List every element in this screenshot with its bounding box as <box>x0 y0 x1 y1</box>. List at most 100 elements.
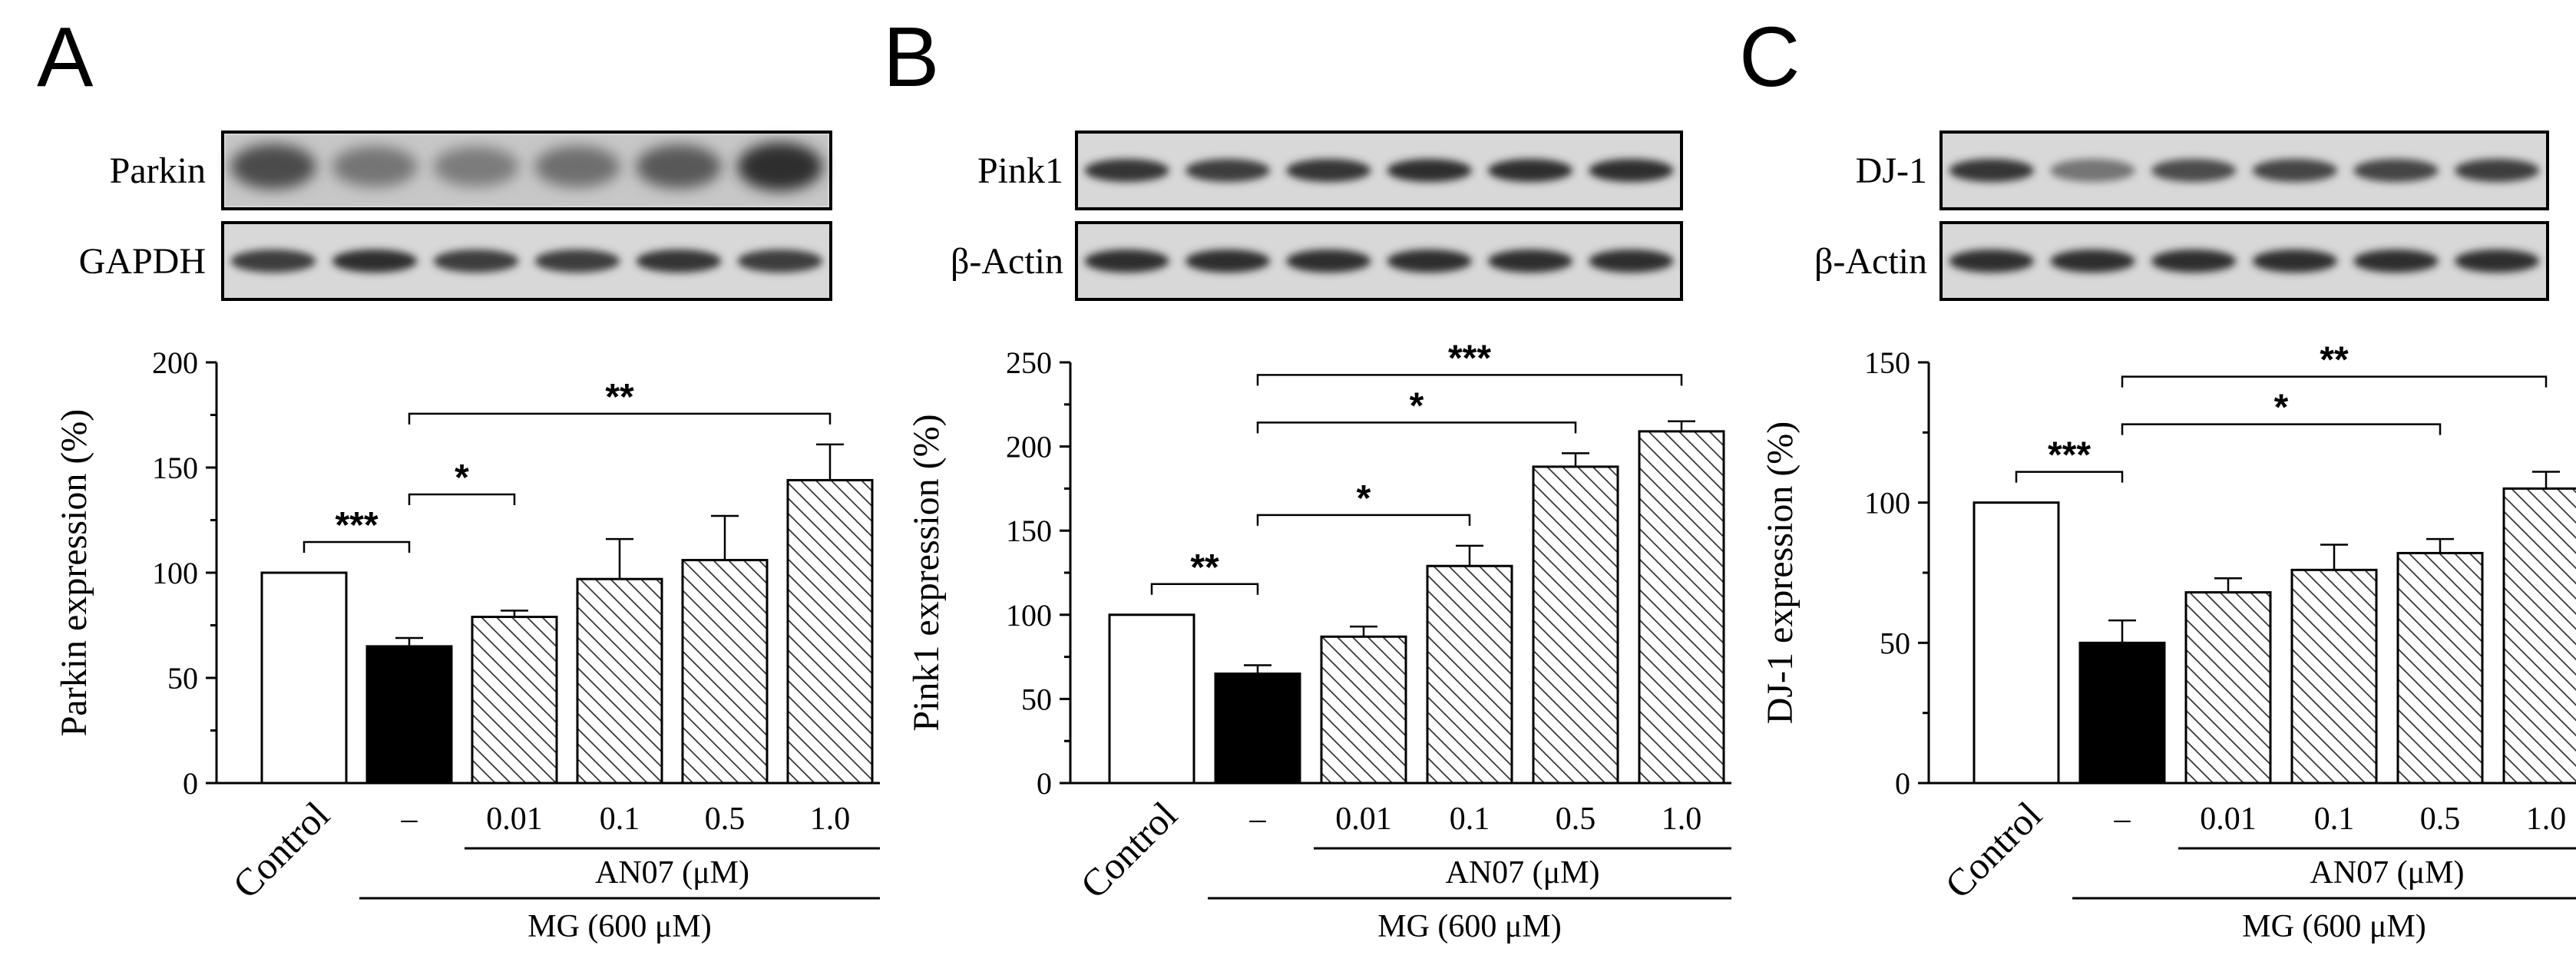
blot-band <box>1949 250 2035 273</box>
bar-1 <box>1214 673 1301 785</box>
significance-label: ** <box>1190 547 1219 588</box>
significance-bracket <box>1150 583 1259 595</box>
blot-band <box>737 250 823 273</box>
blot-band <box>1487 159 1573 182</box>
significance-bracket <box>408 412 832 425</box>
x-tick-label: 0.5 <box>2420 801 2461 837</box>
significance-label: *** <box>1448 338 1491 378</box>
significance-label: * <box>455 458 469 498</box>
blot-band <box>1286 250 1371 273</box>
blot-frame <box>1939 221 2549 301</box>
blot-band <box>1487 250 1573 273</box>
significance-label: ** <box>2320 340 2349 381</box>
blot-band <box>2050 159 2135 182</box>
significance-label: *** <box>2048 435 2091 476</box>
blot-band <box>1949 159 2035 182</box>
y-axis: 0 50 100 150 200 <box>152 345 218 801</box>
blot-label: β-Actin <box>1814 241 1927 282</box>
y-tick-label: 50 <box>167 661 198 696</box>
blot-band <box>636 144 722 189</box>
bar-3 <box>576 577 663 785</box>
blot-band <box>230 250 316 273</box>
significance-bracket <box>1256 514 1471 526</box>
y-tick-label: 100 <box>1006 598 1052 633</box>
x-tick-label: 0.01 <box>2200 801 2257 837</box>
group-label: MG (600 μM) <box>527 909 712 944</box>
blot-band <box>2151 159 2237 182</box>
bars <box>260 443 874 785</box>
bar-5 <box>1638 430 1725 785</box>
x-tick-label: – <box>2114 801 2131 837</box>
bar-5 <box>2502 487 2576 785</box>
significance-bracket <box>2121 423 2442 435</box>
blot-frame <box>1939 131 2549 210</box>
panel-letter: A <box>37 10 94 104</box>
blot-band <box>2252 250 2338 273</box>
y-tick-label: 0 <box>183 766 198 801</box>
treatment-label: AN07 (μM) <box>1446 855 1600 891</box>
blot-label: β-Actin <box>951 241 1063 282</box>
x-tick-label: 0.1 <box>1450 801 1490 837</box>
x-tick-label: – <box>1249 801 1267 837</box>
x-tick-label: 0.01 <box>1335 801 1392 837</box>
blot-band <box>230 144 316 190</box>
x-tick-label: Control <box>1072 793 1185 907</box>
blot-target: Parkin <box>110 131 832 210</box>
y-tick-label: 250 <box>1006 345 1052 380</box>
significance-bracket <box>408 493 516 505</box>
significance-label: ** <box>605 377 634 418</box>
bar-4 <box>681 559 769 785</box>
blot-band <box>1185 159 1271 182</box>
panel-b: B Pink1 β-Actin 0 50 100 150 200 250 Pink1 expres… <box>883 10 1731 944</box>
blot-band <box>332 250 418 273</box>
treatment-label: AN07 (μM) <box>595 855 749 891</box>
blot-target: Pink1 <box>977 131 1683 210</box>
x-tick-labels: Control – 0.01 0.1 0.5 1.0 <box>224 793 850 907</box>
bar-3 <box>2290 568 2378 785</box>
blot-band <box>534 146 620 187</box>
blot-loading-control: β-Actin <box>951 221 1683 301</box>
blot-target: DJ-1 <box>1856 131 2549 210</box>
significance-label: *** <box>335 505 378 546</box>
bar-0 <box>1973 501 2060 785</box>
significance-bracket <box>1256 421 1577 434</box>
bar-2 <box>471 616 558 785</box>
blot-band <box>1387 159 1472 182</box>
x-tick-label: – <box>401 801 418 837</box>
significance-bracket <box>2015 471 2124 483</box>
y-axis-label: DJ-1 expression (%) <box>1760 421 1801 725</box>
blot-label: DJ-1 <box>1856 150 1927 191</box>
y-tick-label: 50 <box>1880 626 1910 660</box>
bar-2 <box>1320 635 1407 785</box>
bar-1 <box>2078 641 2166 785</box>
significance-bracket <box>1256 374 1683 386</box>
treatment-label: AN07 (μM) <box>2310 855 2465 891</box>
y-axis-label: Pink1 expression (%) <box>906 414 947 731</box>
x-tick-label: 1.0 <box>2526 801 2567 837</box>
y-axis-label: Parkin expression (%) <box>54 409 94 737</box>
significance-brackets: ****** <box>2015 340 2548 483</box>
blot-band <box>1589 159 1674 182</box>
x-tick-label: 0.5 <box>705 801 746 837</box>
blot-frame <box>1075 221 1683 301</box>
significance-brackets: ******* <box>1150 338 1683 595</box>
blot-band <box>433 250 519 273</box>
blot-loading-control: β-Actin <box>1814 221 2549 301</box>
x-tick-label: 0.5 <box>1556 801 1596 837</box>
blot-band <box>534 250 620 273</box>
x-tick-label: 0.1 <box>600 801 640 837</box>
blot-band <box>433 147 519 187</box>
significance-bracket <box>2121 375 2548 388</box>
x-tick-label: 1.0 <box>1662 801 1702 837</box>
blot-band <box>2454 159 2540 182</box>
y-tick-label: 150 <box>1006 514 1052 548</box>
bars <box>1973 471 2576 785</box>
panel-c: C DJ-1 β-Actin 0 50 100 150 DJ-1 expression (%)… <box>1739 10 2576 944</box>
y-axis: 0 50 100 150 <box>1864 345 1930 801</box>
bar-3 <box>1426 564 1513 785</box>
bar-1 <box>365 645 453 785</box>
bar-0 <box>1108 613 1195 785</box>
x-tick-label: 0.01 <box>486 801 543 837</box>
significance-label: * <box>1410 385 1424 426</box>
bar-0 <box>260 571 348 785</box>
